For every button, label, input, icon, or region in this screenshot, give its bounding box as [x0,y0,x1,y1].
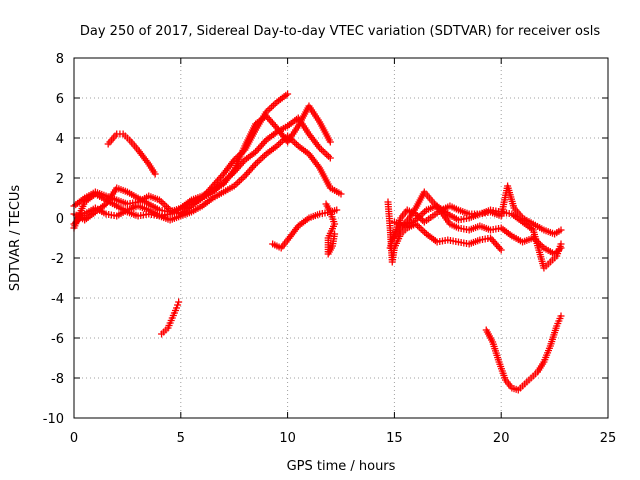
series-track-9 [384,198,505,266]
y-tick-label: 8 [56,52,64,67]
y-tick-label: 4 [56,132,64,147]
y-tick-label: -6 [51,332,64,347]
grid-lines [74,58,608,418]
y-tick-label: 2 [56,172,64,187]
series-track-5 [104,130,159,178]
chart-title: Day 250 of 2017, Sidereal Day-to-day VTE… [80,24,600,39]
x-axis-label: GPS time / hours [287,459,396,474]
y-tick-label: -8 [51,372,64,387]
series-track-3 [70,132,345,228]
y-tick-label: -4 [51,292,64,307]
y-tick-label: 0 [56,212,64,227]
tick-labels: 0 5 10 15 20 25 -10 -8 -6 -4 -2 0 2 4 6 8 [43,52,617,446]
y-tick-label: -10 [43,412,64,427]
x-tick-label: 5 [177,431,185,446]
x-tick-label: 25 [600,431,617,446]
y-tick-label: -2 [51,252,64,267]
x-tick-label: 10 [279,431,296,446]
x-tick-label: 0 [70,431,78,446]
x-tick-label: 15 [386,431,403,446]
x-tick-label: 20 [493,431,510,446]
series-track-8 [322,200,339,258]
series-track-13 [482,312,565,394]
series-track-6 [158,298,183,338]
y-tick-label: 6 [56,92,64,107]
data-marks [70,90,565,394]
series-track-12 [390,202,565,272]
plot-frame [73,57,609,419]
axis-ticks [73,57,609,419]
series-track-4 [70,102,334,224]
y-axis-label: SDTVAR / TECUs [8,185,23,292]
